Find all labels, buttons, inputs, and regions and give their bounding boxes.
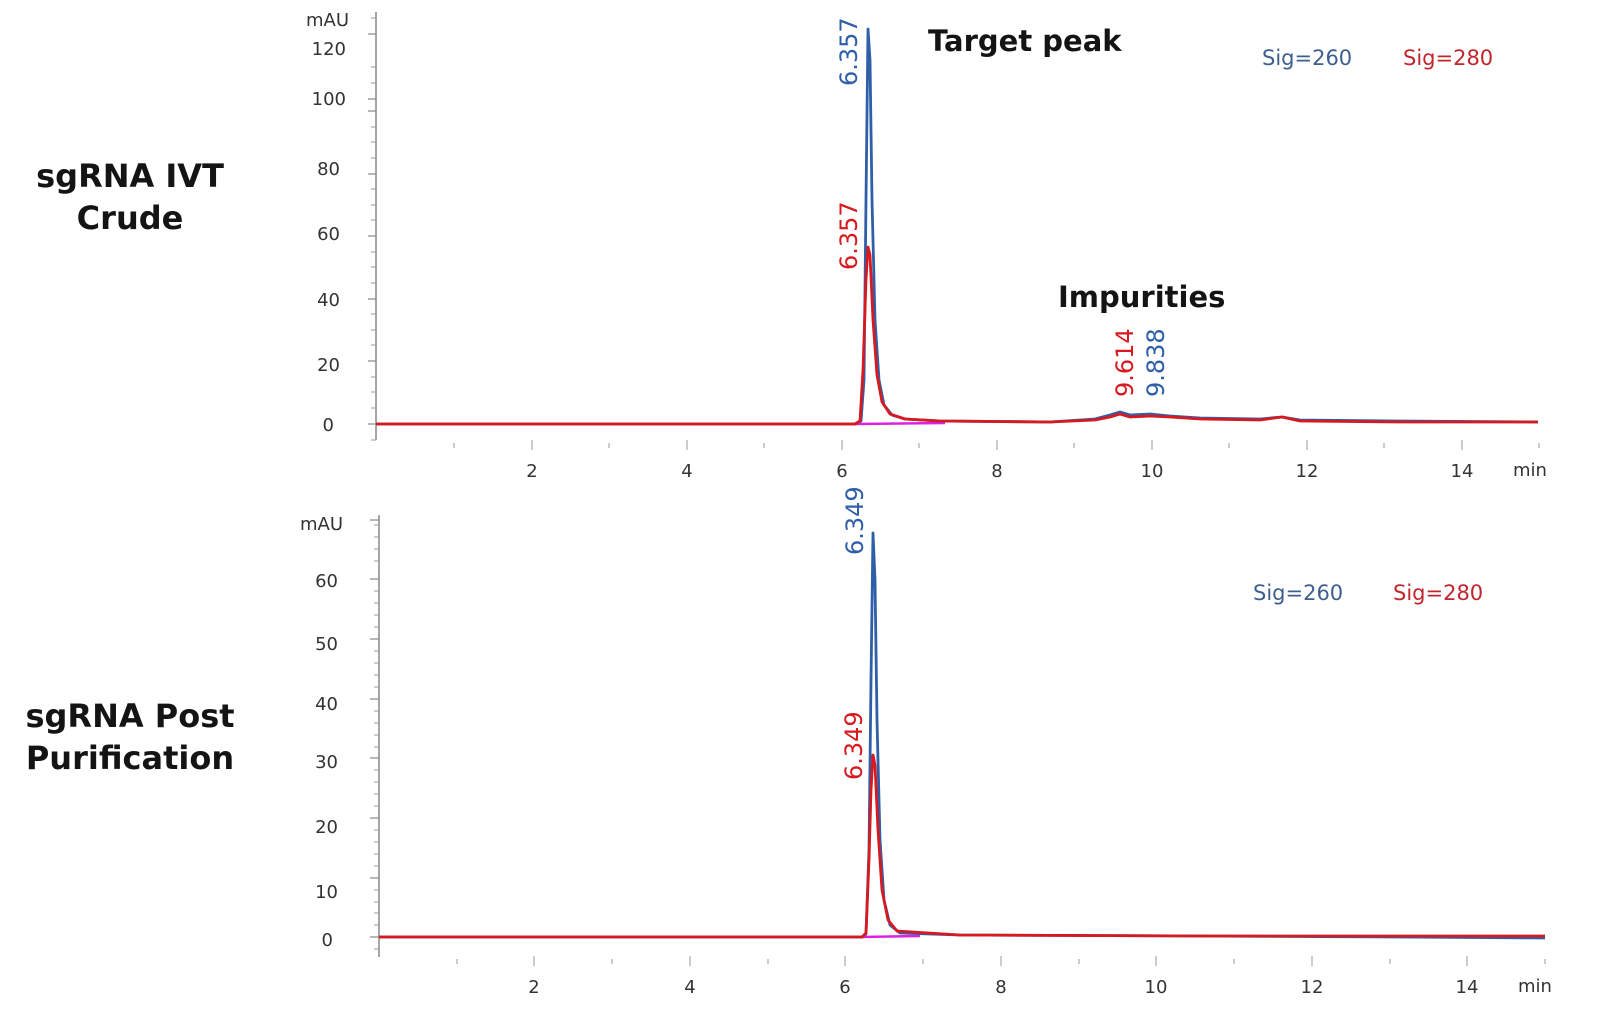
trace-sig280 (379, 753, 1545, 939)
peak-label-red: 6.349 (840, 711, 868, 780)
svg-text:60: 60 (317, 224, 340, 245)
x-axis-unit: min (1518, 976, 1552, 997)
legend-sig280: Sig=280 (1403, 46, 1493, 70)
svg-text:80: 80 (317, 159, 340, 180)
svg-text:6: 6 (839, 977, 850, 998)
impurity-label-blue: 9.838 (1142, 328, 1170, 397)
x-ticks (453, 440, 1540, 450)
integration-baseline (854, 421, 946, 426)
panel-label-crude: sgRNA IVT Crude (20, 155, 240, 239)
x-tick-labels: 2 4 6 8 10 12 14 (528, 977, 1478, 998)
annotation-impurities: Impurities (1058, 280, 1225, 314)
legend-sig280: Sig=280 (1393, 581, 1483, 605)
svg-text:120: 120 (312, 39, 346, 60)
chart-purified: mAU 0 10 20 30 40 50 60 2 4 6 8 10 12 (300, 486, 1552, 998)
svg-text:10: 10 (1141, 461, 1164, 482)
svg-text:14: 14 (1451, 461, 1474, 482)
legend-sig260: Sig=260 (1253, 581, 1343, 605)
svg-text:2: 2 (526, 461, 537, 482)
trace-sig280 (376, 245, 1538, 426)
svg-text:10: 10 (315, 882, 338, 903)
impurity-label-red: 9.614 (1111, 328, 1139, 397)
trace-sig260 (379, 531, 1546, 940)
peak-label-blue: 6.349 (841, 486, 869, 555)
x-tick-labels: 2 4 6 8 10 12 14 (526, 461, 1473, 482)
svg-text:12: 12 (1296, 461, 1319, 482)
svg-text:20: 20 (317, 355, 340, 376)
annotation-target-peak: Target peak (928, 24, 1122, 58)
svg-text:4: 4 (681, 461, 692, 482)
svg-text:60: 60 (315, 571, 338, 592)
svg-text:2: 2 (528, 977, 539, 998)
svg-text:14: 14 (1456, 977, 1479, 998)
y-minor-ticks (374, 524, 379, 950)
svg-text:40: 40 (317, 290, 340, 311)
panel-label-line2: Purification (25, 739, 235, 777)
panel-label-line2: Crude (76, 199, 184, 237)
peak-label-red: 6.357 (835, 201, 863, 270)
legend-sig260: Sig=260 (1262, 46, 1352, 70)
y-axis-unit: mAU (300, 514, 343, 535)
y-minor-ticks (371, 17, 376, 441)
x-ticks (456, 956, 1546, 966)
svg-text:30: 30 (315, 752, 338, 773)
svg-text:40: 40 (315, 694, 338, 715)
svg-text:0: 0 (322, 930, 333, 951)
panel-label-purified: sgRNA Post Purification (10, 695, 250, 779)
svg-text:4: 4 (684, 977, 695, 998)
panel-label-line1: sgRNA Post (25, 697, 235, 735)
y-tick-labels: 0 10 20 30 40 50 60 (315, 571, 338, 951)
y-tick-labels: 0 20 40 60 80 100 120 (312, 39, 346, 436)
svg-text:10: 10 (1145, 977, 1168, 998)
peak-label-blue: 6.357 (835, 17, 863, 86)
x-axis-unit: min (1513, 460, 1547, 481)
y-major-ticks (370, 519, 379, 938)
chart-crude: mAU 0 20 40 60 80 100 120 2 4 6 8 10 (306, 10, 1547, 482)
svg-text:0: 0 (323, 415, 334, 436)
y-axis-unit: mAU (306, 10, 349, 31)
integration-baseline (859, 934, 921, 939)
svg-text:6: 6 (836, 461, 847, 482)
y-major-ticks (368, 33, 376, 425)
svg-text:12: 12 (1301, 977, 1324, 998)
svg-text:100: 100 (312, 89, 346, 110)
svg-text:8: 8 (995, 977, 1006, 998)
trace-sig260 (376, 27, 1539, 426)
panel-label-line1: sgRNA IVT (36, 157, 224, 195)
svg-text:20: 20 (315, 817, 338, 838)
svg-text:8: 8 (991, 461, 1002, 482)
svg-text:50: 50 (315, 634, 338, 655)
